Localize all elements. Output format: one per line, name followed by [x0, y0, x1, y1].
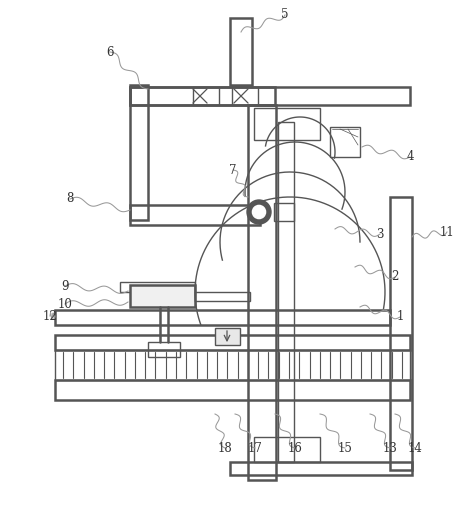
Text: 9: 9 — [61, 280, 69, 292]
Bar — [55, 350, 410, 380]
Bar — [254, 437, 320, 462]
Bar — [230, 18, 252, 85]
Bar — [248, 105, 276, 480]
Bar — [130, 87, 410, 105]
Bar — [195, 292, 250, 301]
Bar — [148, 342, 180, 357]
Bar — [278, 122, 294, 462]
Text: 2: 2 — [392, 270, 399, 284]
Bar — [130, 87, 275, 105]
Circle shape — [247, 200, 271, 224]
Text: 7: 7 — [229, 163, 237, 177]
Text: 5: 5 — [281, 9, 289, 22]
Bar — [130, 205, 260, 225]
Text: 18: 18 — [218, 441, 232, 455]
Text: 4: 4 — [406, 151, 414, 163]
Bar — [230, 462, 412, 475]
Bar — [215, 328, 240, 345]
Text: 3: 3 — [376, 227, 384, 241]
Text: 6: 6 — [106, 46, 114, 58]
Text: 1: 1 — [396, 310, 403, 324]
Bar — [254, 108, 320, 140]
Bar — [55, 310, 390, 325]
Text: 17: 17 — [247, 441, 263, 455]
Bar — [120, 282, 195, 292]
Text: 16: 16 — [287, 441, 302, 455]
Text: 12: 12 — [43, 309, 57, 323]
Bar — [130, 285, 195, 307]
Text: 10: 10 — [57, 297, 73, 310]
Circle shape — [252, 205, 266, 219]
Text: 15: 15 — [337, 441, 353, 455]
Bar — [390, 197, 412, 470]
Bar — [232, 87, 258, 105]
Text: 11: 11 — [440, 225, 454, 239]
Bar — [330, 127, 360, 157]
Bar — [55, 335, 410, 350]
Text: 14: 14 — [408, 441, 422, 455]
Text: 8: 8 — [66, 193, 74, 205]
Bar — [130, 85, 148, 220]
Bar — [55, 380, 410, 400]
Bar — [193, 87, 219, 105]
Bar — [274, 203, 294, 221]
Text: 13: 13 — [382, 441, 397, 455]
